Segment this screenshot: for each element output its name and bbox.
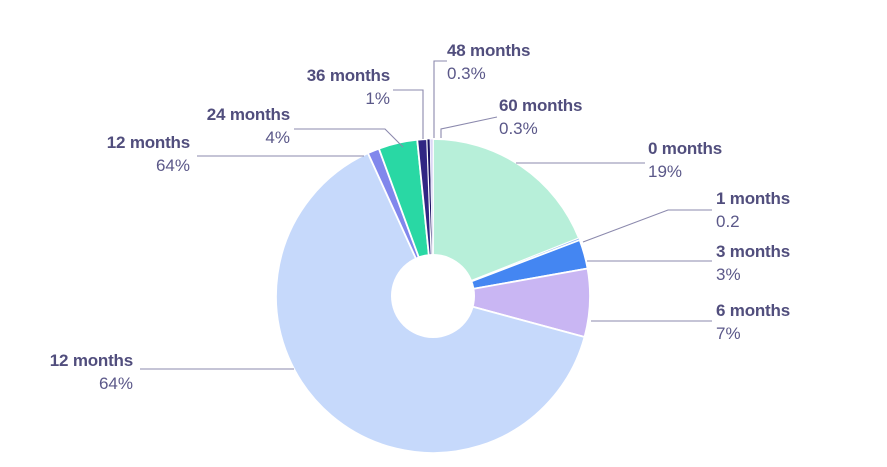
callout-value: 64% bbox=[155, 156, 190, 175]
callout-6-months: 6 months 7% bbox=[716, 301, 790, 344]
callout-label: 0 months bbox=[648, 139, 722, 158]
callout-3-months: 3 months 3% bbox=[716, 242, 790, 285]
callout-label: 3 months bbox=[716, 242, 790, 261]
callout-60-months: 60 months 0.3% bbox=[499, 96, 582, 139]
leader-line-48-months bbox=[433, 60, 447, 138]
callout-48-months: 48 months 0.3% bbox=[447, 41, 530, 84]
callout-label: 12 months bbox=[106, 133, 190, 152]
callout-value: 0.3% bbox=[499, 119, 538, 138]
callout-1-months: 1 months 0.2 bbox=[716, 189, 790, 232]
leader-line-24-months bbox=[294, 128, 404, 148]
callout-label: 1 months bbox=[716, 189, 790, 208]
callout-value: 4% bbox=[265, 128, 290, 147]
callout-label: 60 months bbox=[499, 96, 583, 115]
callout-value: 3% bbox=[716, 265, 741, 284]
callout-12-months-top: 12 months 64% bbox=[107, 133, 190, 176]
callout-value: 19% bbox=[648, 162, 683, 181]
callout-value: 0.2 bbox=[716, 212, 740, 231]
callout-12-months-bottom: 12 months 64% bbox=[50, 351, 133, 394]
callout-label: 36 months bbox=[306, 66, 390, 85]
callout-label: 6 months bbox=[716, 301, 790, 320]
callout-0-months: 0 months 19% bbox=[648, 139, 722, 182]
callout-value: 64% bbox=[98, 374, 133, 393]
leader-line-1-months bbox=[582, 209, 712, 243]
slice-0-months[interactable] bbox=[432, 138, 580, 297]
callout-value: 1% bbox=[365, 89, 390, 108]
callout-24-months: 24 months 4% bbox=[207, 105, 290, 148]
callout-label: 24 months bbox=[206, 105, 290, 124]
callout-36-months: 36 months 1% bbox=[307, 66, 390, 109]
callout-value: 7% bbox=[716, 324, 741, 343]
leader-line-36-months bbox=[393, 89, 424, 139]
callout-label: 12 months bbox=[49, 351, 133, 370]
callout-label: 48 months bbox=[447, 41, 531, 60]
donut-hole bbox=[391, 254, 475, 338]
leader-line-60-months bbox=[440, 116, 498, 138]
callout-value: 0.3% bbox=[447, 64, 486, 83]
